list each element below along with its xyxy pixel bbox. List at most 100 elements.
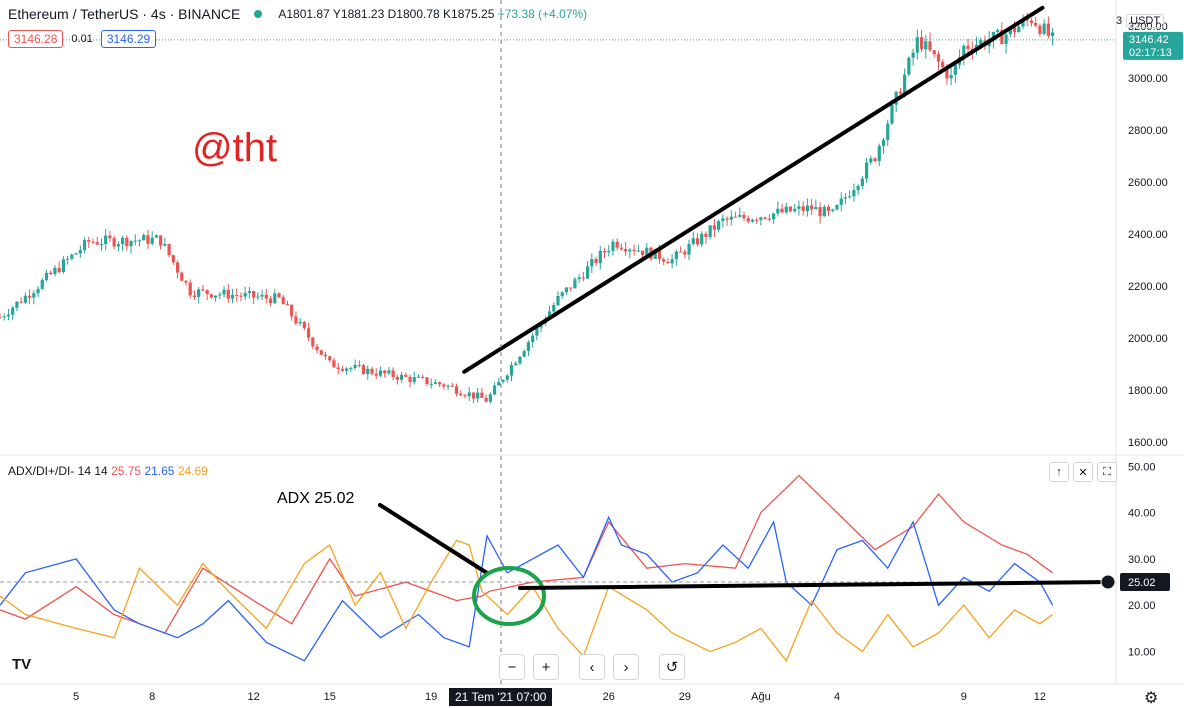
settings-gear-icon[interactable]: ⚙ — [1144, 690, 1159, 707]
reset-chart-button[interactable]: ↺ — [659, 654, 685, 680]
candle-body — [826, 206, 831, 211]
candle-body — [357, 364, 361, 366]
candle-body — [366, 368, 370, 375]
alert-clock-icon — [1100, 574, 1116, 590]
indicator-tick-label: 50.00 — [1128, 461, 1156, 473]
candle-body — [192, 295, 197, 297]
candle-body — [159, 235, 163, 246]
trend-line — [462, 5, 1045, 374]
adx-level-line — [518, 580, 1114, 590]
candle-body — [801, 206, 805, 212]
candle-body — [129, 240, 133, 247]
ohlc-high: Y1881.23 — [332, 7, 385, 21]
candle-body — [640, 250, 645, 256]
candle-body — [488, 394, 492, 402]
candle-body — [996, 30, 1000, 32]
candle-body — [188, 282, 192, 296]
candle-body — [755, 219, 759, 221]
candle-body — [784, 206, 788, 213]
candle-body — [645, 247, 649, 256]
candle-body — [387, 370, 391, 374]
price-tick-label: 1800.00 — [1128, 385, 1168, 397]
adx-value-label-box — [1120, 572, 1170, 591]
candle-body — [421, 376, 425, 378]
candle-body — [454, 386, 459, 394]
candle-body — [962, 45, 966, 58]
buy-price-button[interactable]: 3146.29 — [100, 30, 157, 48]
candle-body — [53, 267, 57, 275]
candle-body — [653, 248, 657, 259]
candle-body — [1025, 19, 1029, 21]
candle-body — [881, 139, 886, 146]
candle-body — [991, 31, 996, 41]
sell-price-button[interactable]: 3146.28 — [8, 30, 64, 48]
candle-body — [104, 235, 108, 245]
candle-body — [594, 259, 598, 264]
tradingview-logo[interactable]: TV — [12, 656, 32, 673]
candle-body — [201, 289, 205, 291]
candle-body — [822, 206, 826, 217]
candle-body — [919, 37, 924, 50]
candle-body — [133, 240, 137, 242]
candle-body — [746, 218, 750, 222]
currency-selector[interactable]: 3 USDT — [1116, 14, 1165, 28]
candle-body — [615, 241, 619, 248]
candle-timer-label: 02:17:13 — [1129, 47, 1172, 59]
scroll-right-button[interactable]: › — [613, 654, 639, 680]
candle-body — [670, 259, 674, 264]
time-tick-label: Ağu — [751, 691, 771, 703]
candle-body — [729, 216, 733, 220]
candle-body — [340, 369, 345, 371]
zoom-out-button[interactable]: − — [499, 654, 525, 680]
close-pane-button[interactable]: ✕ — [1073, 462, 1093, 482]
candle-body — [924, 41, 928, 50]
price-tick-label: 2800.00 — [1128, 125, 1168, 137]
candle-body — [108, 235, 112, 239]
candle-body — [302, 321, 306, 329]
candle-body — [74, 253, 78, 255]
time-tick-label: 9 — [961, 691, 967, 703]
zoom-in-button[interactable]: + — [533, 654, 559, 680]
candle-body — [27, 295, 32, 298]
scroll-left-button[interactable]: ‹ — [579, 654, 605, 680]
candle-body — [632, 249, 636, 252]
candle-body — [15, 301, 19, 308]
candle-body — [298, 321, 302, 324]
indicator-legend[interactable]: ADX/DI+/DI- 14 14 25.75 21.65 24.69 — [8, 464, 208, 478]
price-tick-label: 2600.00 — [1128, 177, 1168, 189]
candle-body — [1046, 23, 1050, 36]
candle-body — [860, 178, 864, 186]
candle-body — [383, 370, 387, 374]
symbol-title[interactable]: Ethereum / TetherUS · 4s · BINANCE — [8, 6, 241, 22]
time-tick-label: 4 — [834, 691, 840, 703]
candle-body — [78, 250, 82, 254]
candle-body — [687, 243, 691, 255]
candle-body — [1038, 25, 1042, 34]
move-pane-up-button[interactable]: ↑ — [1049, 462, 1069, 482]
candle-body — [742, 214, 746, 219]
maximize-pane-button[interactable]: ⛶ — [1097, 462, 1117, 482]
candle-body — [636, 250, 640, 252]
candle-body — [336, 367, 340, 370]
candle-body — [1012, 27, 1017, 33]
candle-body — [839, 198, 843, 206]
candle-body — [560, 292, 564, 296]
candle-body — [142, 235, 146, 241]
indicator-diminus-value: 24.69 — [177, 464, 208, 478]
candle-body — [184, 280, 188, 283]
series-line-diplus — [0, 515, 1054, 662]
candle-body — [602, 250, 607, 253]
candle-body — [32, 293, 36, 298]
candle-body — [99, 244, 104, 246]
candle-body — [285, 304, 290, 306]
candle-body — [941, 61, 945, 67]
candle-body — [810, 205, 814, 210]
candle-body — [268, 298, 273, 304]
candle-body — [345, 368, 349, 371]
candle-body — [197, 289, 201, 297]
candle-body — [167, 243, 171, 256]
candle-body — [23, 295, 27, 303]
candle-body — [408, 376, 412, 382]
series-line-adx — [0, 474, 1053, 634]
